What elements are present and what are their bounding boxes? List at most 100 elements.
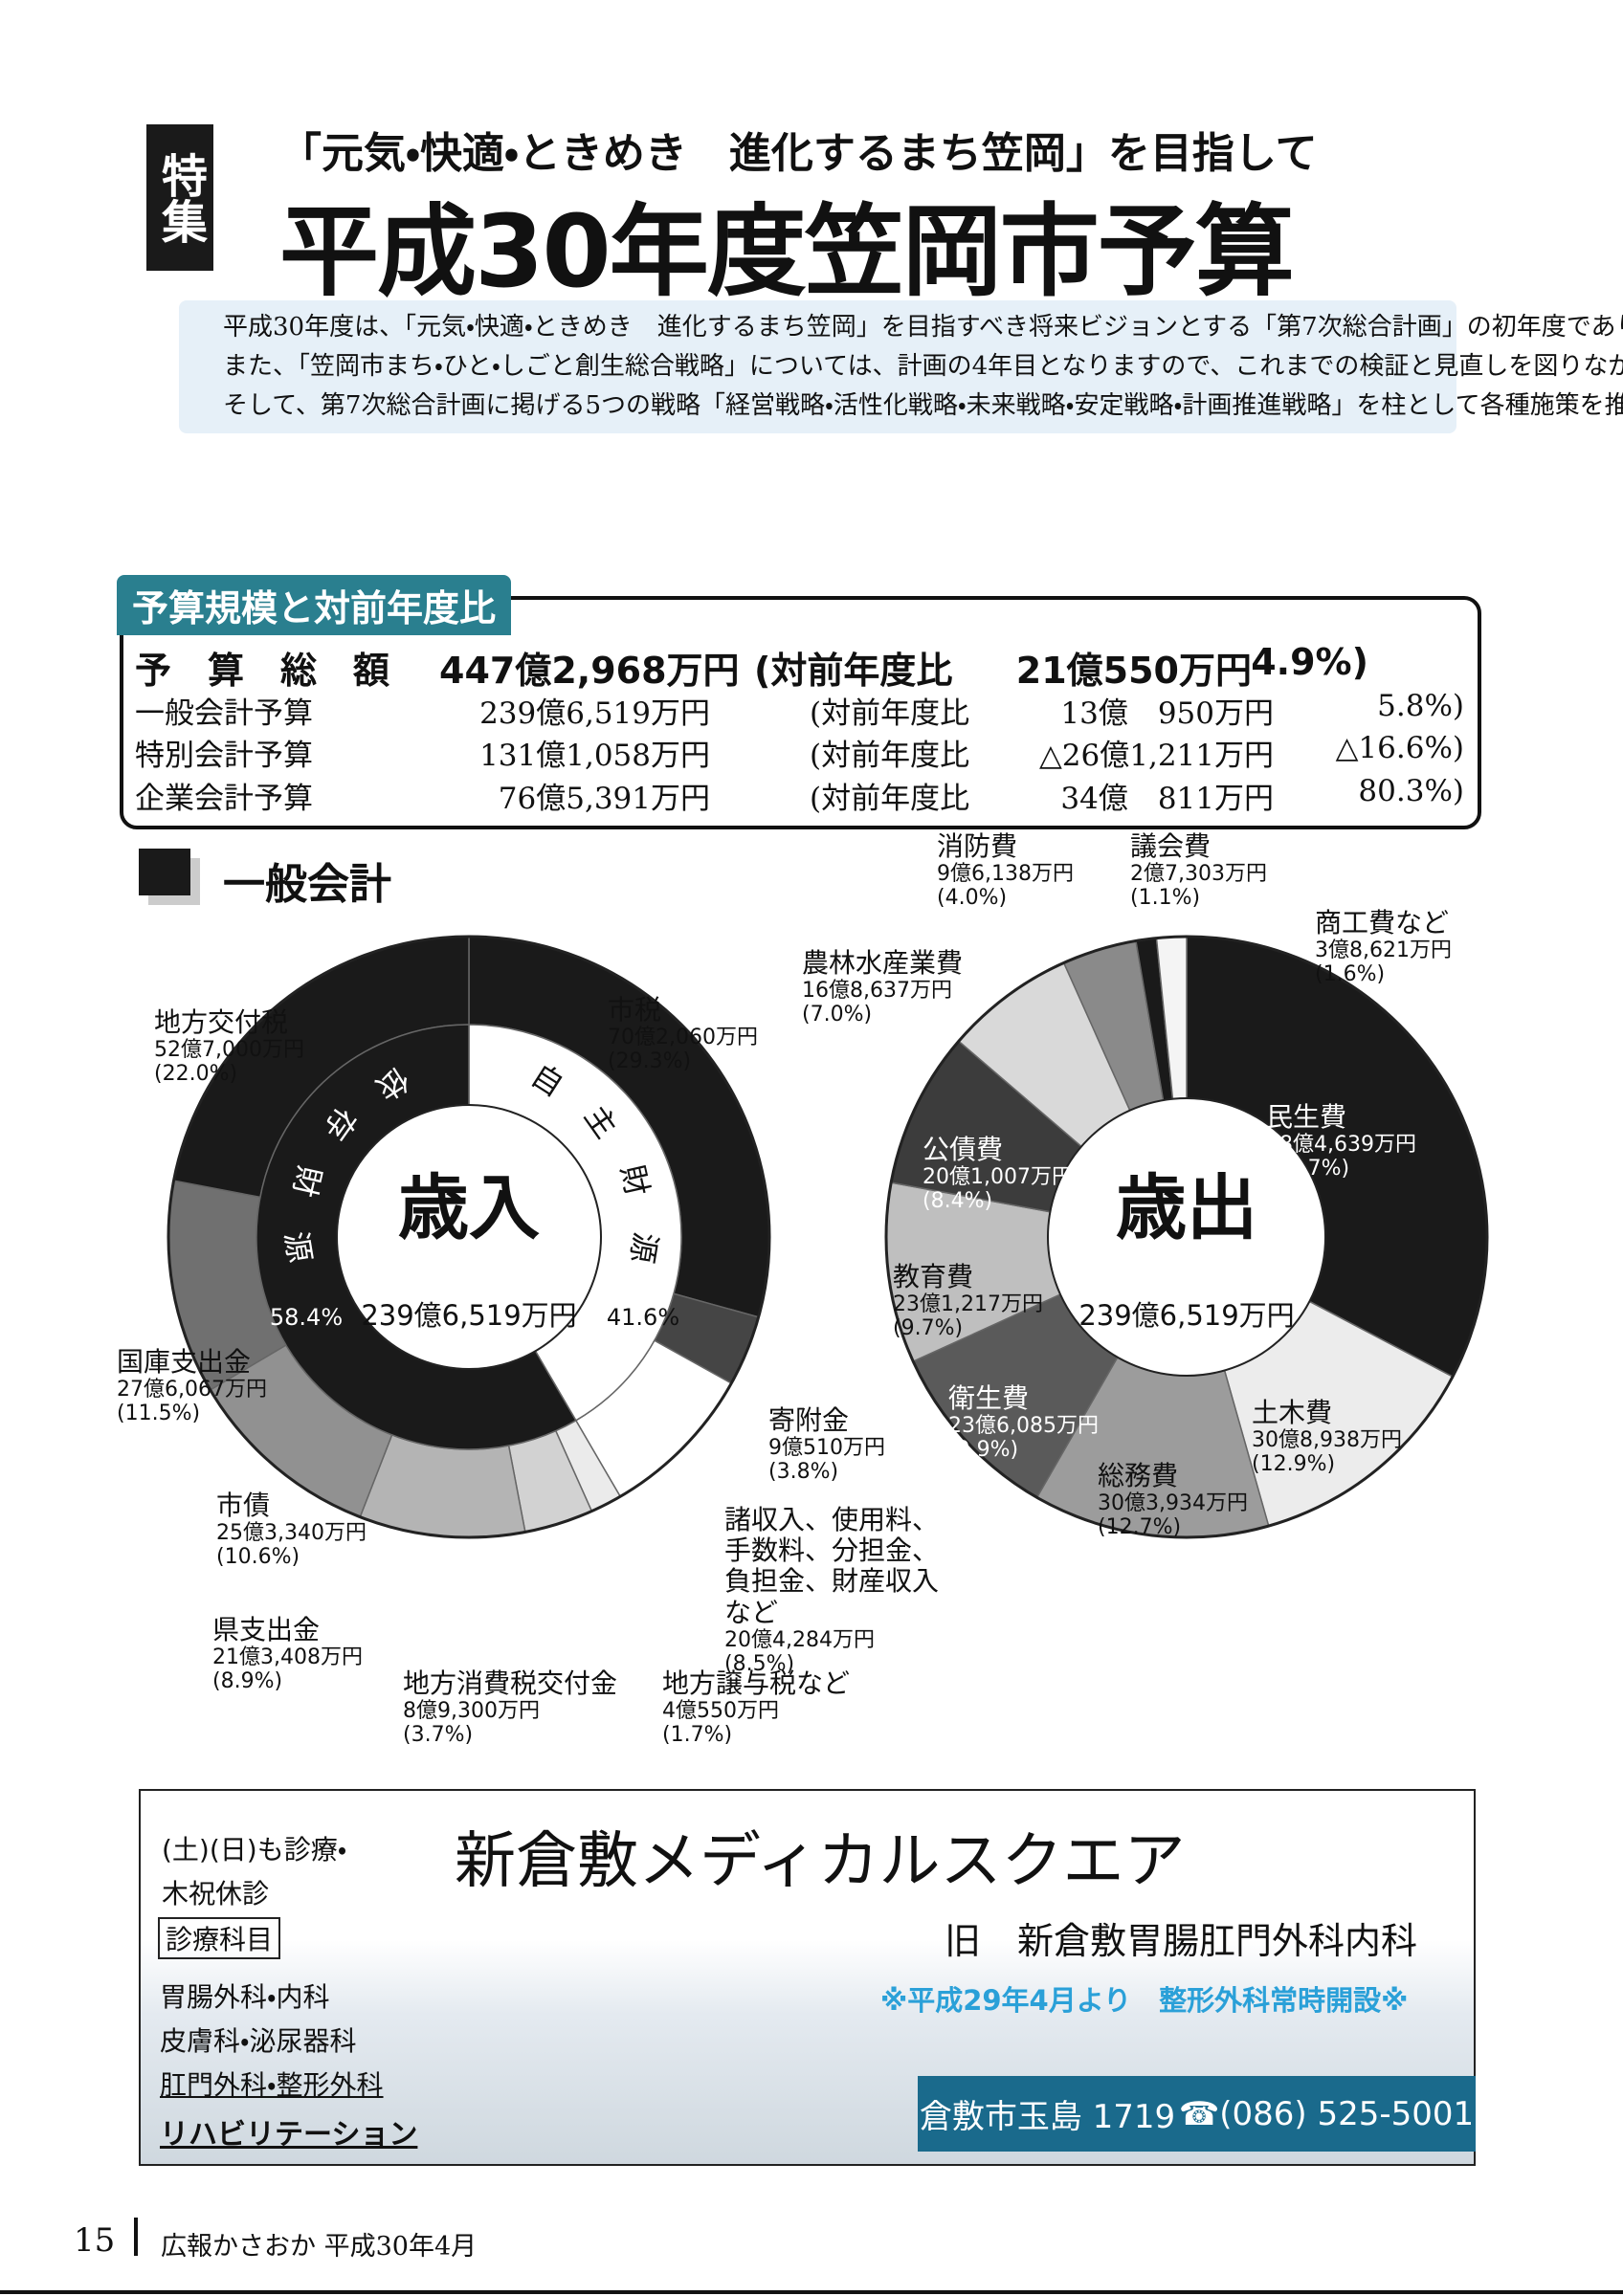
slice-amount: 20億1,007万円 <box>923 1165 1073 1190</box>
ad-former: 旧 新倉敷胃腸肛門外科内科 <box>945 1920 1418 1962</box>
title: 平成30年度笠岡市予算 <box>279 193 1295 310</box>
slice-amount: 23億6,085万円 <box>948 1414 1099 1439</box>
inner-ring-value: 58.4% <box>270 1304 343 1331</box>
slice-percent: (1.7%) <box>662 1723 733 1748</box>
slice-percent: (9.7%) <box>893 1316 964 1341</box>
slice-percent: (12.7%) <box>1098 1515 1182 1540</box>
budget-cell: 34億 811万円 <box>1060 782 1274 816</box>
intro-paragraph: そして、第7次総合計画に掲げる5つの戦略「経営戦略・活性化戦略・未来戦略・安定戦… <box>223 391 1623 420</box>
budget-cell: (対前年度比 <box>810 696 970 731</box>
page-number: 15 <box>74 2221 116 2260</box>
ad-dept-heading: 診療科目 <box>158 1917 281 1959</box>
slice-label: 市税 70億2,060万円 (29.3%) <box>608 994 758 1074</box>
slice-percent: (22.0%) <box>154 1062 238 1087</box>
budget-cell: (対前年度比 <box>810 739 970 773</box>
budget-cell: 特別会計予算 <box>135 739 313 773</box>
slice-name: 県支出金 <box>212 1614 321 1645</box>
slice-name: 地方消費税交付金 <box>403 1667 618 1699</box>
publication: 広報かさおか 平成30年4月 <box>161 2232 478 2262</box>
ad-contact: 倉敷市玉島 1719 ☎(086) 525-5001 <box>918 2076 1476 2152</box>
budget-title: 予算規模と対前年度比 <box>117 575 512 635</box>
budget-row: 特別会計予算 131億1,058万円 (対前年度比 △26億1,211万円 △16.6%… <box>0 731 1623 773</box>
slice-name: 寄附金 <box>768 1404 850 1436</box>
slice-percent: (4.0%) <box>937 886 1008 911</box>
slice-name: 議会費 <box>1130 830 1212 862</box>
slice-percent: (32.7%) <box>1266 1157 1350 1181</box>
slice-amount: 20億4,284万円 <box>724 1627 875 1652</box>
slice-amount: 9億6,138万円 <box>937 862 1074 887</box>
slice-percent: (1.1%) <box>1130 886 1201 911</box>
slice-amount: 78億4,639万円 <box>1266 1133 1416 1158</box>
slice-amount: 3億8,621万円 <box>1315 938 1452 963</box>
slice-label: 商工費など 3億8,621万円 (1.6%) <box>1315 907 1452 987</box>
center-label: 歳出 <box>1116 1167 1257 1249</box>
intro: 平成30年度は、「元気・快適・ときめき 進化するまち笠岡」を目指すべき将来ビジョ… <box>179 300 1623 433</box>
slice-name: 市税 <box>608 994 662 1026</box>
ad-hours: (土)(日)も診療・ <box>162 1834 347 1866</box>
slice-name: 商工費など <box>1315 907 1450 938</box>
slice-label: 議会費 2億7,303万円 (1.1%) <box>1130 830 1267 911</box>
ad-department: 肛門外科・整形外科 <box>160 2069 384 2101</box>
slice-name: 衛生費 <box>948 1382 1030 1414</box>
center-hole <box>1047 1097 1326 1377</box>
slice-name: 地方譲与税など <box>662 1667 851 1699</box>
slice-name: 農林水産業費 <box>802 947 964 979</box>
slice-amount: 2億7,303万円 <box>1130 862 1267 887</box>
slice-percent: (1.6%) <box>1315 962 1386 987</box>
ad-department: リハビリテーション <box>160 2118 418 2152</box>
footer-rule <box>0 2290 1623 2294</box>
slice-name: 諸収入、使用料、手数料、分担金、負担金、財産収入など <box>724 1504 940 1628</box>
slice-percent: (3.8%) <box>768 1460 839 1485</box>
slice-label: 民生費 78億4,639万円 (32.7%) <box>1266 1101 1416 1181</box>
feature-tag: 特集 <box>146 124 213 271</box>
budget-cell: 80.3%) <box>1358 774 1464 808</box>
slice-percent: (10.6%) <box>216 1545 300 1570</box>
ad-name: 新倉敷メディカルスクエア <box>455 1826 1186 1897</box>
slice-label: 農林水産業費 16億8,637万円 (7.0%) <box>802 947 964 1027</box>
slice-label: 国庫支出金 27億6,067万円 (11.5%) <box>117 1346 267 1426</box>
slice-amount: 27億6,067万円 <box>117 1378 267 1402</box>
slice-amount: 4億550万円 <box>662 1699 779 1724</box>
slice-percent: (29.3%) <box>608 1049 692 1074</box>
slice-percent: (8.9%) <box>212 1669 283 1694</box>
budget-row: 一般会計予算 239億6,519万円 (対前年度比 13億 950万円 5.8%) <box>0 689 1623 731</box>
budget-cell: 13億 950万円 <box>1060 696 1274 731</box>
slice-label: 県支出金 21億3,408万円 (8.9%) <box>212 1614 363 1694</box>
slice-percent: (3.7%) <box>403 1723 474 1748</box>
subtitle: 「元気・快適・ときめき 進化するまち笠岡」を目指して <box>279 129 1318 178</box>
slice-label: 衛生費 23億6,085万円 (9.9%) <box>948 1382 1099 1463</box>
ad-department: 胃腸外科・内科 <box>160 1981 330 2013</box>
budget-cell: △26億1,211万円 <box>1038 739 1274 773</box>
slice-amount: 9億510万円 <box>768 1436 885 1461</box>
slice-label: 公債費 20億1,007万円 (8.4%) <box>923 1134 1073 1214</box>
ad-phone: ☎(086) 525-5001 <box>1178 2094 1475 2133</box>
slice-percent: (7.0%) <box>802 1003 873 1027</box>
footer-separator <box>134 2218 138 2256</box>
budget-cell: 447億2,968万円 <box>439 650 740 692</box>
budget-cell: 予 算 総 額 <box>135 650 390 692</box>
budget-cell: 4.9%) <box>1251 641 1368 683</box>
slice-label: 市債 25億3,340万円 (10.6%) <box>216 1490 367 1570</box>
slice-label: 寄附金 9億510万円 (3.8%) <box>768 1404 885 1485</box>
slice-amount: 30億3,934万円 <box>1098 1491 1248 1516</box>
slice-name: 国庫支出金 <box>117 1346 252 1378</box>
intro-paragraph: 平成30年度は、「元気・快適・ときめき 進化するまち笠岡」を目指すべき将来ビジョ… <box>223 313 1623 342</box>
ring-outline <box>884 935 1489 1539</box>
slice-amount: 21億3,408万円 <box>212 1645 363 1670</box>
slice-label: 地方消費税交付金 8億9,300万円 (3.7%) <box>403 1667 618 1748</box>
slice-percent: (11.5%) <box>117 1402 201 1426</box>
slice-percent: (12.9%) <box>1252 1452 1336 1477</box>
ad-address: 倉敷市玉島 1719 <box>919 2098 1176 2136</box>
slice-name: 消防費 <box>937 830 1018 862</box>
slice-label: 教育費 23億1,217万円 (9.7%) <box>893 1261 1043 1341</box>
slice-label: 地方交付税 52億7,000万円 (22.0%) <box>154 1006 304 1087</box>
slice-name: 教育費 <box>893 1261 974 1292</box>
inner-ring-value: 41.6% <box>607 1304 679 1331</box>
slice-label: 消防費 9億6,138万円 (4.0%) <box>937 830 1074 911</box>
section-marker <box>139 849 190 895</box>
slice-percent: (9.9%) <box>948 1438 1019 1463</box>
slice-amount: 52億7,000万円 <box>154 1038 304 1063</box>
center-total: 239億6,519万円 <box>361 1299 576 1332</box>
budget-row: 予 算 総 額 447億2,968万円 (対前年度比 21億550万円 4.9%) <box>0 641 1623 692</box>
slice-name: 民生費 <box>1266 1101 1347 1133</box>
